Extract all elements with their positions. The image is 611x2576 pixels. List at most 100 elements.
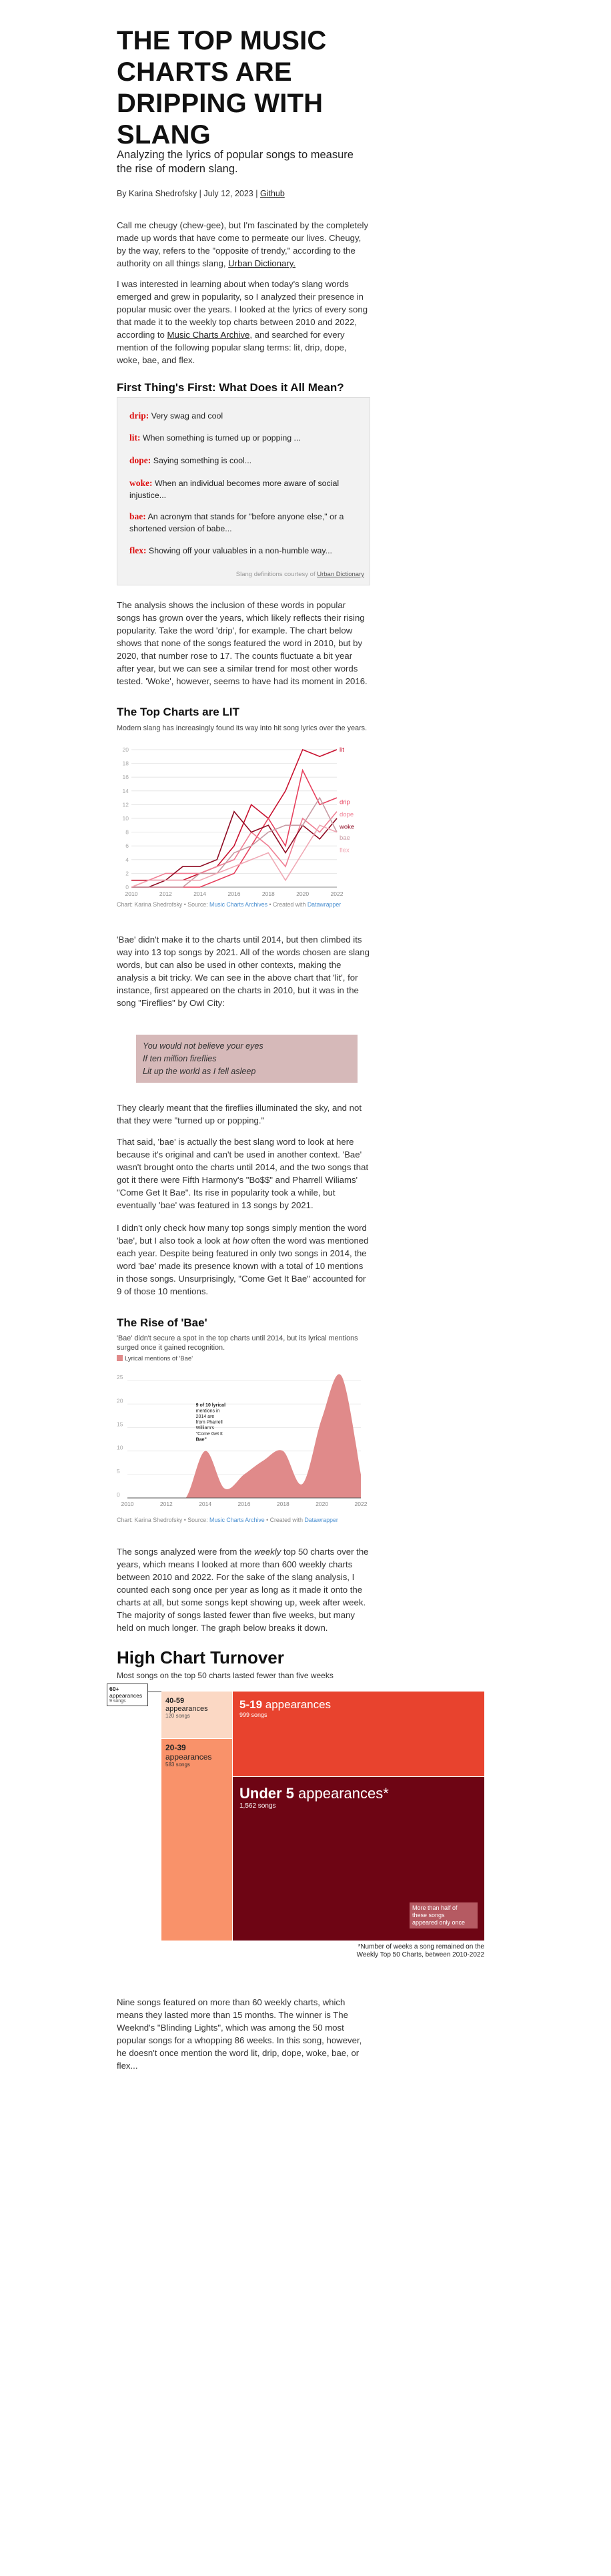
intro-text: , and searched for every mention of the … <box>117 330 347 365</box>
series-label: drip <box>340 798 350 806</box>
datawrapper-link[interactable]: Datawrapper <box>304 1517 338 1523</box>
series-line-lit <box>131 748 338 881</box>
y-tick-label: 4 <box>125 856 129 863</box>
x-tick-label: 2012 <box>160 1501 173 1507</box>
cell-count: 1,562 songs <box>239 1802 276 1810</box>
x-tick-label: 2022 <box>331 890 344 897</box>
series-label: dope <box>340 811 354 818</box>
page-title: THE TOP MUSIC CHARTS ARE DRIPPING WITH S… <box>117 25 370 151</box>
y-tick-label: 25 <box>117 1374 123 1380</box>
x-tick-label: 2018 <box>277 1501 289 1507</box>
turnover-paragraph: The songs analyzed were from the weekly … <box>117 1545 370 1634</box>
chart1-source-note: Chart: Karina Shedrofsky • Source: Music… <box>117 901 370 908</box>
quote-line: You would not believe your eyes <box>143 1041 263 1051</box>
treemap-cell-under-5: Under 5 appearances* 1,562 songs More th… <box>233 1777 484 1941</box>
y-tick-label: 15 <box>117 1421 123 1427</box>
note-text: Chart: Karina Shedrofsky • Source: <box>117 901 210 908</box>
github-link[interactable]: Github <box>259 189 285 198</box>
chart1-description: Modern slang has increasingly found its … <box>117 724 368 732</box>
definition-term: woke: <box>129 478 153 488</box>
urban-dictionary-credit-link[interactable]: Urban Dictionary <box>317 571 364 578</box>
series-line-flex <box>131 824 338 888</box>
intro-paragraph-2: I was interested in learning about when … <box>117 278 370 366</box>
cell-count: 999 songs <box>239 1712 267 1718</box>
cell-label: appearances <box>165 1752 212 1762</box>
y-tick-label: 8 <box>125 829 129 836</box>
music-charts-archive-link[interactable]: Music Charts Archive <box>167 330 250 340</box>
callout-line: More than half of <box>412 1904 458 1911</box>
cell-label: appearances <box>109 1692 143 1699</box>
note-text: Chart: Karina Shedrofsky • Source: <box>117 1517 210 1523</box>
definition-text: Showing off your valuables in a non-humb… <box>146 546 332 555</box>
definition-text: An acronym that stands for "before anyon… <box>129 512 344 533</box>
definition-text: Very swag and cool <box>149 411 223 421</box>
treemap-cell-60-plus: 60+ appearances 9 songs <box>107 1684 148 1706</box>
y-tick-label: 18 <box>123 760 129 767</box>
bae-paragraph-4: I didn't only check how many top songs s… <box>117 1222 370 1298</box>
series-line-dope <box>131 811 338 888</box>
chart2-source-note: Chart: Karina Shedrofsky • Source: Music… <box>117 1517 370 1523</box>
y-tick-label: 0 <box>125 884 129 890</box>
urban-dictionary-link[interactable]: Urban Dictionary. <box>228 258 296 268</box>
chart1-title: The Top Charts are LIT <box>117 706 239 718</box>
treemap-callout: More than half of these songs appeared o… <box>410 1902 478 1928</box>
definition-term: drip: <box>129 411 149 421</box>
definition-bae: bae: An acronym that stands for "before … <box>129 511 362 535</box>
legend-swatch <box>117 1355 123 1361</box>
treemap-cell-20-39: 20-39 appearances 583 songs <box>161 1739 232 1941</box>
annotation-line: 2014 are <box>196 1414 215 1419</box>
y-tick-label: 20 <box>117 1397 123 1404</box>
definition-flex: flex: Showing off your valuables in a no… <box>129 545 362 557</box>
source-link[interactable]: Music Charts Archive <box>209 1517 265 1523</box>
definition-term: lit: <box>129 433 141 443</box>
intro-text: Call me cheugy (chew-gee), but I'm fasci… <box>117 220 369 268</box>
annotation-line: 9 of 10 lyrical <box>196 1403 225 1408</box>
x-tick-label: 2014 <box>193 890 206 897</box>
y-tick-label: 16 <box>123 774 129 780</box>
source-link[interactable]: Music Charts Archives <box>209 901 268 908</box>
y-tick-label: 10 <box>117 1445 123 1451</box>
definitions-credit: Slang definitions courtesy of Urban Dict… <box>236 571 364 578</box>
x-tick-label: 2016 <box>238 1501 251 1507</box>
treemap-subtitle: Most songs on the top 50 charts lasted f… <box>117 1671 334 1680</box>
annotation-line: William's <box>196 1426 215 1431</box>
x-tick-label: 2020 <box>316 1501 328 1507</box>
area-chart-bae: 0 5 10 15 20 25 2010 2012 2014 2016 2018 2020 2022 9 … <box>117 1374 368 1507</box>
title-line: CHARTS ARE <box>117 57 292 87</box>
cell-label: 40-59 <box>165 1697 185 1705</box>
treemap-cell-5-19: 5-19 appearances 999 songs <box>233 1692 484 1776</box>
title-line: DRIPPING WITH <box>117 89 324 118</box>
series-label: woke <box>339 823 354 830</box>
intro-paragraph-1: Call me cheugy (chew-gee), but I'm fasci… <box>117 219 370 270</box>
title-line: THE TOP MUSIC <box>117 26 327 55</box>
annotation-line: mentions in <box>196 1408 220 1413</box>
definition-text: When something is turned up or popping .… <box>140 433 301 443</box>
cell-label: 60+ <box>109 1686 119 1692</box>
quote-line: If ten million fireflies <box>143 1054 217 1063</box>
y-tick-label: 20 <box>123 746 129 753</box>
turnover-text: The songs analyzed were from the <box>117 1547 254 1557</box>
definitions-heading: First Thing's First: What Does it All Me… <box>117 381 344 394</box>
area-series-bae <box>127 1374 361 1498</box>
y-tick-label: 12 <box>123 801 129 808</box>
note-text: • Created with <box>264 1517 305 1523</box>
cell-label: 20-39 <box>165 1743 186 1752</box>
bae-paragraph-3: That said, 'bae' is actually the best sl… <box>117 1137 369 1210</box>
annotation-line: from Pharrell <box>196 1421 223 1425</box>
x-tick-label: 2012 <box>159 890 172 897</box>
annotation-line: "Come Get It <box>196 1432 223 1437</box>
datawrapper-link[interactable]: Datawrapper <box>307 901 342 908</box>
y-tick-label: 0 <box>117 1491 120 1498</box>
annotation-line: Bae" <box>196 1437 207 1442</box>
page-subtitle: Analyzing the lyrics of popular songs to… <box>117 149 354 175</box>
definition-lit: lit: When something is turned up or popp… <box>129 432 362 444</box>
definition-woke: woke: When an individual becomes more aw… <box>129 477 362 501</box>
definition-term: dope: <box>129 455 151 465</box>
definition-term: flex: <box>129 545 147 555</box>
y-tick-label: 5 <box>117 1468 120 1475</box>
x-tick-label: 2016 <box>228 890 241 897</box>
title-line: SLANG <box>117 120 211 150</box>
cell-count: 9 songs <box>109 1699 126 1704</box>
quote-line: Lit up the world as I fell asleep <box>143 1067 256 1076</box>
x-tick-label: 2014 <box>199 1501 211 1507</box>
